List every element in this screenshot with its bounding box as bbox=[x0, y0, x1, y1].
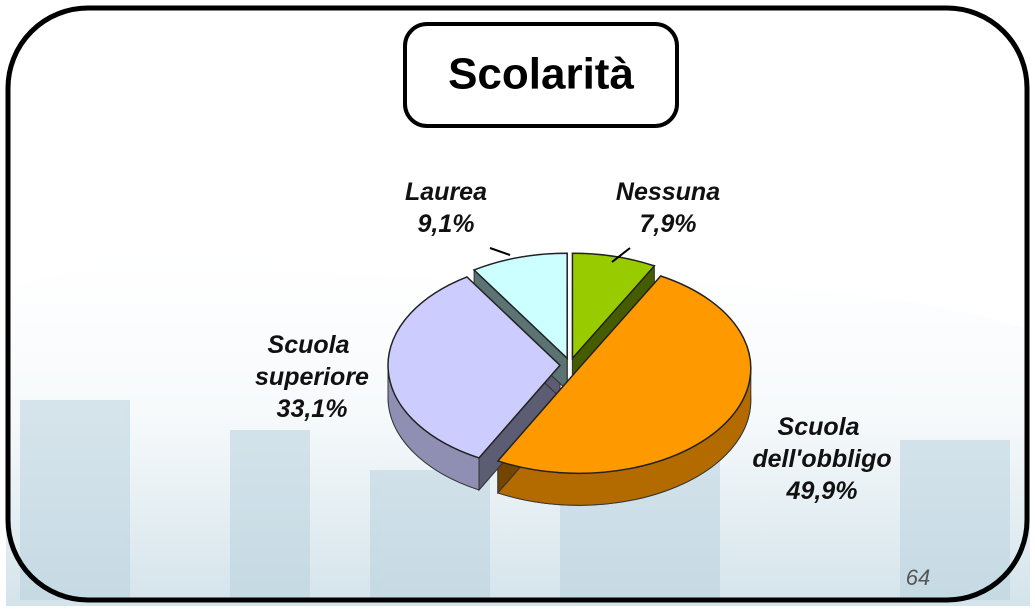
category-label: Nessuna bbox=[616, 178, 720, 206]
frame bbox=[5, 5, 1030, 603]
value-label: 49,9% bbox=[786, 477, 858, 505]
category-label: Scuola dell'obbligo bbox=[752, 413, 891, 473]
pie bbox=[387, 252, 752, 506]
category-label: Laurea bbox=[405, 178, 487, 206]
leader-line bbox=[611, 247, 631, 263]
title-box bbox=[403, 22, 679, 128]
page-number: 64 bbox=[906, 565, 930, 590]
pie-slice bbox=[571, 252, 656, 361]
chart-title: Scolarità bbox=[448, 50, 634, 99]
value-label: 9,1% bbox=[418, 210, 475, 238]
leader-line bbox=[489, 247, 511, 256]
value-label: 33,1% bbox=[277, 395, 348, 423]
pie-slice bbox=[387, 276, 562, 459]
pie-slice bbox=[496, 275, 752, 475]
pie-slice bbox=[472, 252, 568, 361]
value-label: 7,9% bbox=[640, 210, 697, 238]
category-label: Scuola superiore bbox=[255, 331, 369, 391]
